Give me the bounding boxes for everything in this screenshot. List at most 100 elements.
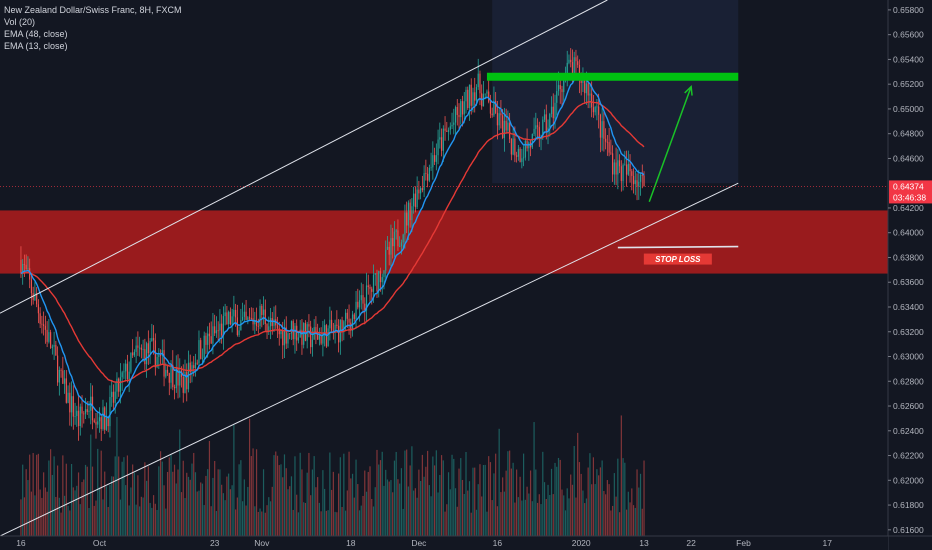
volume-bar (385, 469, 387, 536)
volume-bar (37, 453, 39, 536)
candle-body (421, 188, 423, 191)
volume-bar (70, 464, 73, 536)
candle-body (584, 77, 586, 94)
channel-lower-line (0, 182, 739, 537)
volume-bar (282, 477, 284, 536)
candles-layer (20, 48, 645, 441)
candle-body (152, 338, 155, 341)
candle-body (447, 129, 450, 132)
candle-body (215, 330, 218, 334)
candle-body (142, 349, 144, 350)
volume-bar (200, 482, 202, 536)
candle-body (451, 124, 453, 127)
candle-body (235, 309, 237, 318)
volume-bar (392, 492, 394, 536)
volume-bar (147, 466, 149, 536)
volume-bar (575, 497, 577, 536)
candle-body (41, 323, 43, 325)
candle-body (189, 362, 191, 372)
candle-body (578, 64, 581, 80)
candle-body (34, 293, 36, 301)
candle-body (248, 317, 251, 319)
candle-body (495, 101, 497, 113)
volume-bar (348, 451, 350, 536)
candle-body (428, 167, 430, 181)
volume-bar (81, 482, 83, 536)
candle-body (132, 352, 134, 356)
candle-body (194, 362, 197, 369)
volume-bar (182, 460, 184, 536)
volume-bar (221, 484, 223, 536)
volume-bar (423, 476, 425, 536)
channel-upper-line (0, 0, 608, 314)
volume-bar (634, 507, 636, 536)
volume-bar (346, 490, 348, 536)
candle-body (268, 326, 270, 332)
volume-bar (421, 454, 423, 536)
candle-body (456, 107, 458, 115)
volume-bar (313, 456, 315, 536)
volume-bar (62, 455, 64, 536)
candle-body (297, 337, 300, 341)
price-tick-label: 0.62600 (893, 401, 924, 411)
candle-body (95, 421, 97, 425)
time-tick-label: 2020 (572, 538, 591, 548)
candle-body (493, 101, 495, 116)
candle-body (250, 318, 252, 319)
candle-body (627, 163, 629, 175)
volume-bar (273, 455, 275, 536)
volume-bar (205, 475, 207, 536)
volume-bar (477, 484, 479, 536)
current-price-label: 0.64374 (893, 181, 924, 191)
candle-body (308, 324, 310, 327)
volume-bar (130, 487, 132, 536)
candle-body (100, 417, 102, 429)
volume-bar (498, 428, 500, 536)
volume-bar (376, 449, 378, 536)
ema48-indicator-label[interactable]: EMA (48, close) (4, 29, 68, 39)
candle-body (243, 311, 245, 317)
candle-body (70, 396, 73, 413)
vol-indicator-label[interactable]: Vol (20) (4, 17, 36, 27)
candle-body (610, 152, 612, 154)
ema13-indicator-label[interactable]: EMA (13, close) (4, 41, 68, 51)
symbol-title: New Zealand Dollar/Swiss Franc, 8H, FXCM (4, 5, 182, 15)
candle-body (77, 410, 80, 427)
candle-body (269, 318, 272, 327)
volume-bar (154, 503, 156, 536)
candle-body (433, 155, 436, 162)
volume-bar (639, 473, 642, 536)
candle-body (355, 301, 357, 319)
volume-bar (390, 480, 392, 536)
volume-bar (20, 499, 22, 536)
time-tick-label: 18 (346, 538, 356, 548)
candle-body (601, 121, 603, 138)
volume-bar (550, 468, 553, 536)
volume-bar (275, 451, 277, 536)
volume-bar (400, 468, 403, 536)
price-tick-label: 0.62200 (893, 451, 924, 461)
volume-bar (465, 451, 467, 536)
volume-bar (386, 479, 389, 536)
volume-bar (50, 449, 52, 536)
candle-body (69, 392, 71, 413)
candle-body (643, 175, 645, 187)
volume-bar (505, 470, 507, 536)
candle-body (587, 83, 589, 96)
volume-bar (119, 499, 122, 536)
volume-bar (334, 511, 336, 536)
volume-bar (245, 505, 247, 536)
volume-bar (22, 464, 24, 536)
volume-bar (191, 463, 193, 536)
candle-body (463, 101, 465, 115)
price-tick-label: 0.63800 (893, 252, 924, 262)
volume-bar (339, 457, 341, 536)
candle-body (418, 189, 420, 194)
volume-bar (32, 453, 34, 536)
volume-bar (463, 493, 465, 536)
candle-body (266, 323, 268, 332)
candle-body (238, 330, 240, 335)
candle-body (613, 162, 615, 175)
